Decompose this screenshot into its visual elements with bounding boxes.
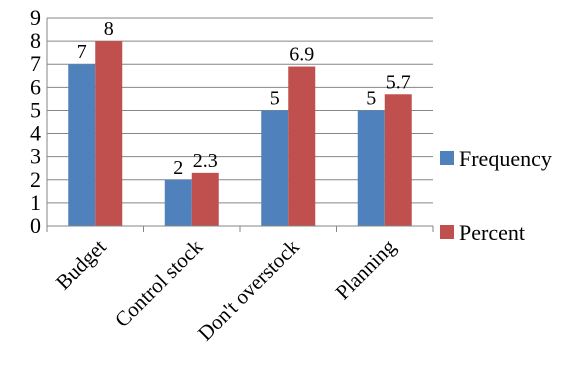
bars [68,41,412,227]
y-tick-label: 1 [30,190,41,215]
data-label: 2 [173,157,183,179]
y-tick-label: 8 [30,28,41,53]
bar-percent [191,172,219,226]
y-tick-label: 4 [30,121,41,146]
y-tick-label: 3 [30,144,41,169]
y-tick-label: 9 [30,5,41,30]
x-category-label: Planning [331,234,401,304]
legend-swatch-frequency [440,151,454,165]
x-category-label: Budget [51,234,111,294]
legend-label-percent: Percent [459,220,525,245]
data-label: 5.7 [386,71,411,93]
data-label: 7 [77,41,87,63]
data-label: 5 [270,87,280,109]
y-tick-label: 6 [30,74,41,99]
x-category-label: Control stock [110,234,208,332]
legend: Frequency Percent [440,146,552,245]
bar-frequency [164,179,192,226]
data-labels: 78 2 2.3 5 6.9 5 5.7 [77,18,411,179]
bar-frequency [261,110,289,226]
y-tick-label: 0 [30,213,41,238]
bar-frequency [357,110,385,226]
data-label: 6.9 [289,44,314,66]
x-category-label: Don't overstock [193,234,304,345]
bar-percent [288,66,316,227]
y-tick-label: 5 [30,97,41,122]
y-tick-label: 7 [30,51,41,76]
data-label: 2.3 [193,150,218,172]
bar-percent [95,41,123,226]
legend-swatch-percent [440,225,454,239]
y-tick-label: 2 [30,167,41,192]
data-label: 5 [366,87,376,109]
bar-frequency [68,64,96,226]
bar-percent [384,94,412,227]
legend-label-frequency: Frequency [459,146,552,171]
data-label: 8 [104,18,114,40]
